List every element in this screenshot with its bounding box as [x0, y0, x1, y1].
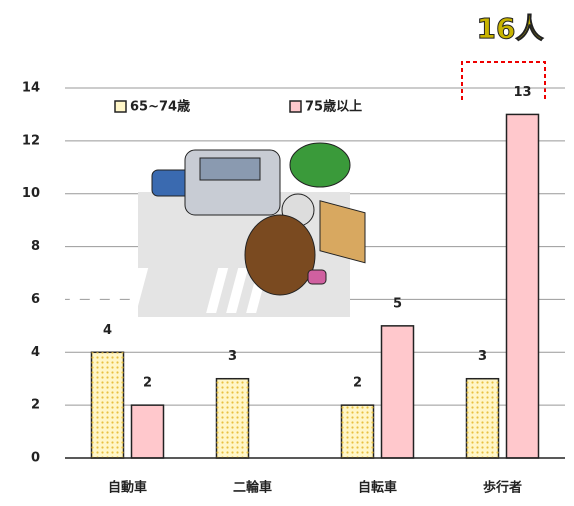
value-label: 2: [353, 376, 362, 391]
x-tick-label: 歩行者: [483, 480, 522, 496]
bar-pattern: [341, 405, 374, 458]
legend-label: 75歳以上: [305, 99, 362, 115]
y-tick-label: 2: [31, 398, 40, 413]
y-tick-label: 12: [22, 133, 40, 148]
bar: [505, 113, 540, 459]
value-label: 13: [513, 85, 531, 100]
value-label: 3: [478, 349, 487, 364]
bar-pattern: [466, 378, 499, 458]
value-label: 5: [393, 296, 402, 311]
y-tick-label: 0: [31, 451, 40, 466]
value-label: 4: [103, 323, 112, 338]
x-tick-label: 自転車: [358, 480, 397, 496]
annotation: 16人: [477, 12, 544, 45]
y-tick-label: 10: [22, 186, 40, 201]
value-label: 3: [228, 349, 237, 364]
x-tick-label: 二輪車: [233, 480, 272, 496]
bar-pattern: [216, 378, 249, 458]
bar: [380, 325, 415, 459]
y-tick-label: 8: [31, 239, 40, 254]
value-label: 2: [143, 376, 152, 391]
y-tick-label: 6: [31, 292, 40, 307]
y-tick-label: 4: [31, 345, 40, 360]
x-tick-label: 自動車: [108, 480, 147, 496]
legend-swatch: [289, 100, 302, 113]
legend-label: 65~74歳: [130, 99, 190, 115]
bar-pattern: [91, 352, 124, 458]
bracket: [461, 61, 546, 100]
bar: [130, 404, 165, 459]
illustration: [66, 142, 366, 317]
legend-swatch: [114, 100, 127, 113]
y-tick-label: 14: [22, 81, 40, 96]
